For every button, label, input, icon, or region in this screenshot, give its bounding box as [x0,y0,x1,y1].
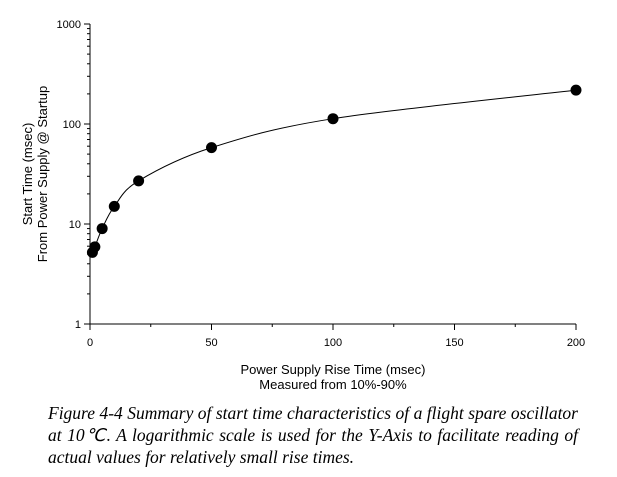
data-point [108,200,120,212]
x-tick-label: 50 [205,337,217,349]
x-tick-label: 0 [87,337,93,349]
x-tick-label: 200 [567,337,585,349]
y-axis-label-2: From Power Supply @ Startup [35,86,50,262]
data-point [89,241,101,253]
chart: 0 50 100 150 200 1 10 100 1000 Power Supply Rise… [20,19,586,392]
ticks: 0 50 100 150 200 1 10 100 1000 [57,19,586,349]
x-tick-label: 100 [324,337,342,349]
data-point [133,175,145,187]
y-tick-label: 100 [63,119,81,131]
y-tick-label: 1000 [57,19,81,31]
x-axis-label-2: Measured from 10%-90% [259,377,407,392]
y-axis-label: Start Time (msec) [20,123,35,226]
data-point [96,223,108,235]
data-points [86,84,582,258]
axes [89,24,576,325]
data-point [206,142,217,154]
x-tick-label: 150 [445,337,463,349]
data-point [327,113,339,125]
figure-caption: Figure 4-4 Summary of start time charact… [48,403,578,467]
y-tick-label: 1 [75,319,81,331]
x-axis-label: Power Supply Rise Time (msec) [241,362,426,377]
y-tick-label: 10 [69,219,81,231]
data-point [570,84,582,96]
